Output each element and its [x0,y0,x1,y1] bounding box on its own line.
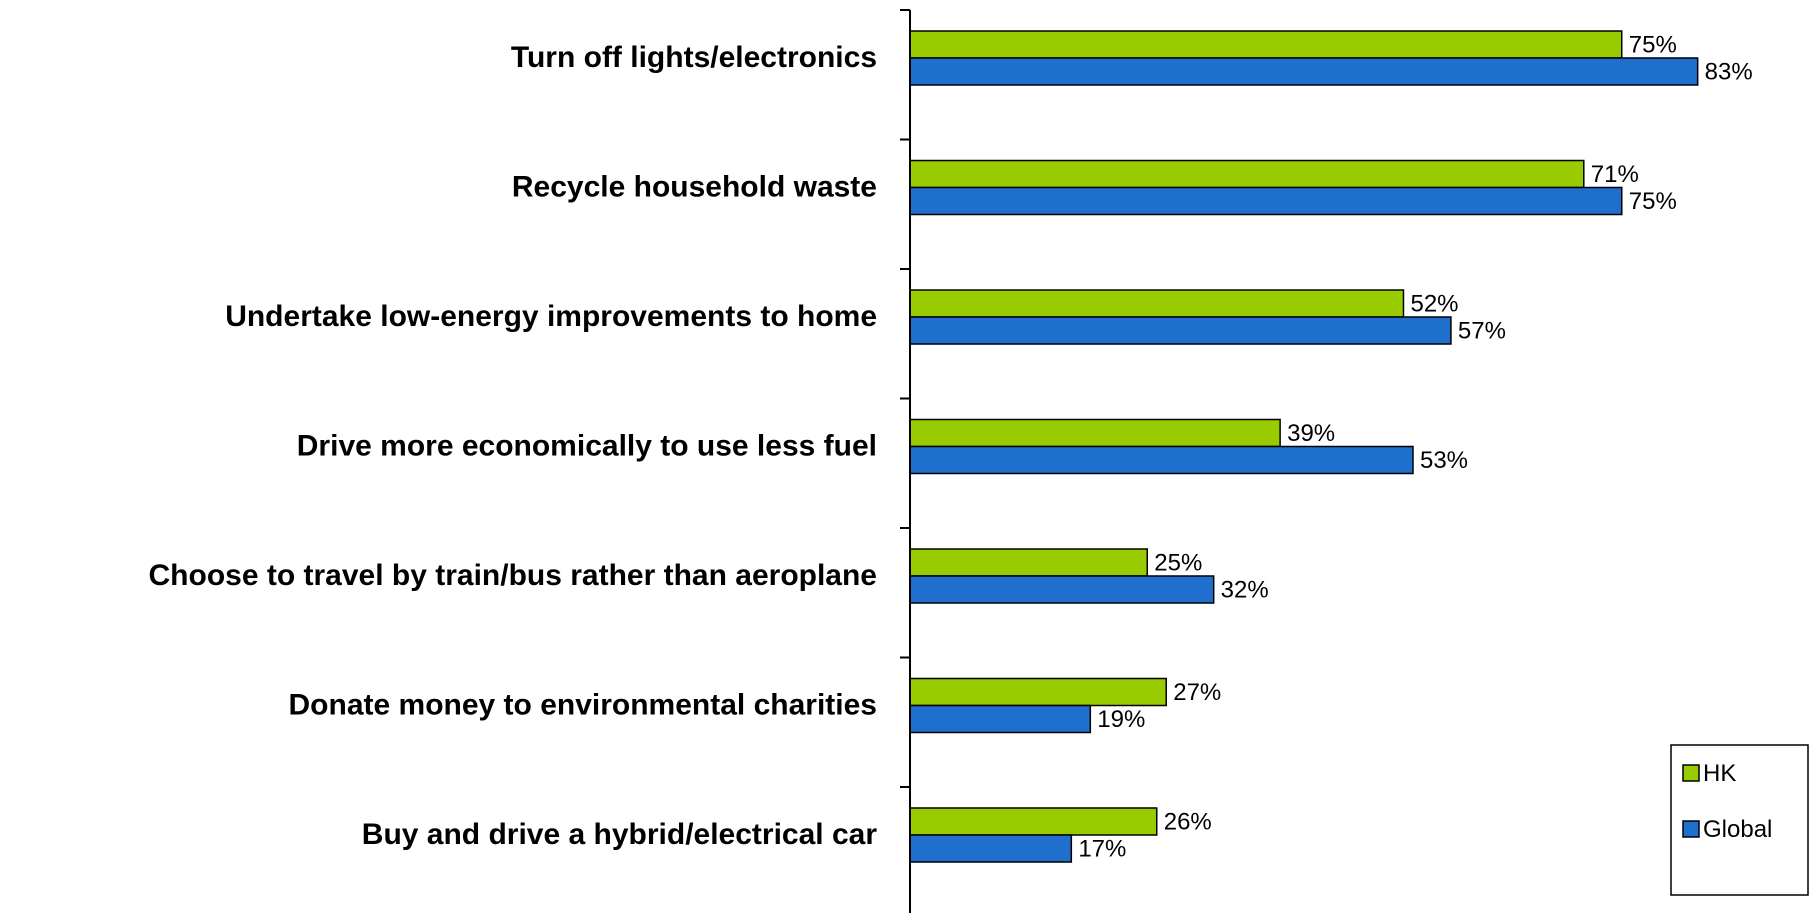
data-label-global-6: 19% [1097,706,1145,733]
bar-global-7 [909,834,1073,863]
bar-hk-3 [909,289,1405,318]
data-label-global-2: 75% [1629,188,1677,215]
bar-global-2 [909,186,1623,216]
bar-global-6 [909,704,1092,734]
value-axis [900,9,911,913]
data-label-global-4: 53% [1420,447,1468,474]
category-label-4: Drive more economically to use less fuel [297,430,877,463]
data-labels-group: 75%83%71%75%52%57%39%53%25%32%27%19%26%1… [1078,32,1752,863]
data-label-global-1: 83% [1705,59,1753,86]
category-label-1: Turn off lights/electronics [511,41,877,74]
legend: HK Global [1670,744,1809,896]
bar-global-5 [909,575,1215,604]
bar-global-3 [909,316,1452,345]
bars-group [909,30,1699,863]
data-label-global-3: 57% [1458,318,1506,345]
bar-hk-6 [909,677,1167,707]
legend-label-hk: HK [1703,760,1736,787]
data-label-hk-4: 39% [1287,420,1335,447]
bar-hk-7 [909,807,1158,836]
legend-swatch-hk [1682,764,1700,782]
bar-global-4 [909,445,1414,475]
category-label-6: Donate money to environmental charities [289,689,877,722]
data-label-hk-5: 25% [1154,550,1202,577]
category-label-2: Recycle household waste [512,171,877,204]
category-label-7: Buy and drive a hybrid/electrical car [362,818,878,851]
category-label-5: Choose to travel by train/bus rather tha… [149,559,878,592]
category-labels-group: Turn off lights/electronics Recycle house… [149,41,878,851]
bar-hk-2 [909,159,1585,189]
data-label-global-5: 32% [1221,577,1269,604]
data-label-hk-3: 52% [1410,291,1458,318]
data-label-hk-2: 71% [1591,161,1639,188]
data-label-global-7: 17% [1078,836,1126,863]
legend-swatch-global [1682,820,1700,838]
bar-global-1 [909,57,1699,86]
category-label-3: Undertake low-energy improvements to hom… [225,300,877,333]
legend-label-global: Global [1703,816,1772,843]
bar-hk-5 [909,548,1148,577]
bar-hk-4 [909,418,1281,448]
data-label-hk-6: 27% [1173,679,1221,706]
data-label-hk-1: 75% [1629,32,1677,59]
bar-hk-1 [909,30,1623,59]
data-label-hk-7: 26% [1164,809,1212,836]
